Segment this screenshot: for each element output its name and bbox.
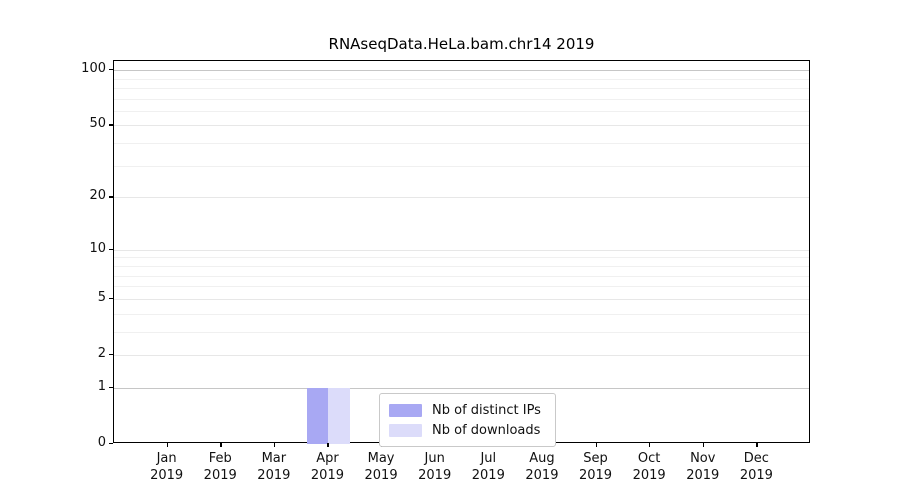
x-tick-label-year: 2019 bbox=[471, 468, 505, 483]
x-tick-label: Jul 2019 bbox=[458, 450, 518, 484]
y-axis-tick bbox=[109, 297, 113, 300]
gridline-major bbox=[114, 197, 809, 199]
x-tick-label: Aug 2019 bbox=[512, 450, 572, 484]
x-tick-label: Jun 2019 bbox=[405, 450, 465, 484]
x-tick-label-year: 2019 bbox=[364, 468, 398, 483]
y-tick-label: 2 bbox=[97, 345, 106, 361]
gridline-minor bbox=[114, 257, 809, 259]
x-axis-tick bbox=[649, 443, 651, 447]
legend-swatch-downloads-icon bbox=[389, 423, 422, 437]
y-axis-tick bbox=[109, 69, 113, 71]
legend-swatch-distinct-ips-icon bbox=[389, 403, 422, 417]
x-tick-label-year: 2019 bbox=[525, 468, 559, 483]
gridline-emphasized bbox=[114, 387, 809, 389]
x-tick-label: Mar 2019 bbox=[244, 450, 304, 484]
y-axis-tick bbox=[109, 124, 113, 126]
x-tick-label-month: Oct bbox=[637, 451, 661, 466]
y-tick-label: 50 bbox=[89, 116, 106, 132]
y-tick-label: 10 bbox=[89, 240, 106, 256]
gridline-minor bbox=[114, 275, 809, 277]
x-tick-label: Apr 2019 bbox=[297, 450, 357, 484]
legend: Nb of distinct IPs Nb of downloads bbox=[379, 393, 556, 447]
x-tick-label-year: 2019 bbox=[686, 468, 720, 483]
y-tick-label: 20 bbox=[89, 188, 106, 204]
x-axis-tick bbox=[756, 443, 758, 447]
x-tick-label-month: May bbox=[367, 451, 395, 466]
gridline-major bbox=[114, 249, 809, 251]
plot-area: Nb of distinct IPs Nb of downloads bbox=[113, 60, 810, 447]
gridline-major bbox=[114, 354, 809, 356]
gridline-minor bbox=[114, 87, 809, 89]
x-tick-label: Sep 2019 bbox=[566, 450, 626, 484]
gridline-minor bbox=[114, 143, 809, 145]
x-axis-tick bbox=[273, 443, 276, 447]
y-tick-label: 100 bbox=[81, 61, 106, 77]
gridline-minor bbox=[114, 286, 809, 288]
legend-label-downloads: Nb of downloads bbox=[432, 422, 541, 438]
x-tick-label-year: 2019 bbox=[257, 468, 291, 483]
x-axis-tick bbox=[702, 443, 705, 447]
y-tick-label: 1 bbox=[97, 378, 106, 394]
gridline-minor bbox=[114, 331, 809, 333]
x-tick-label-month: Feb bbox=[208, 451, 232, 466]
x-axis-tick bbox=[220, 443, 222, 447]
legend-item-downloads: Nb of downloads bbox=[389, 420, 545, 440]
bar-distinct-ips bbox=[306, 387, 329, 444]
gridline-minor bbox=[114, 98, 809, 100]
x-tick-label-month: Aug bbox=[529, 451, 555, 466]
x-tick-label-month: Jul bbox=[480, 451, 497, 466]
y-tick-label: 5 bbox=[97, 289, 106, 305]
legend-label-distinct-ips: Nb of distinct IPs bbox=[432, 402, 541, 418]
y-axis-tick bbox=[109, 248, 113, 251]
legend-item-distinct-ips: Nb of distinct IPs bbox=[389, 400, 545, 420]
x-tick-label-year: 2019 bbox=[203, 468, 237, 483]
x-tick-label-year: 2019 bbox=[418, 468, 452, 483]
x-tick-label-month: Dec bbox=[743, 451, 769, 466]
x-tick-label-year: 2019 bbox=[739, 468, 773, 483]
gridline-major bbox=[114, 125, 809, 127]
x-tick-label-year: 2019 bbox=[310, 468, 344, 483]
x-tick-label-month: Nov bbox=[690, 451, 716, 466]
y-axis-tick bbox=[109, 353, 113, 356]
gridline-minor bbox=[114, 165, 809, 167]
x-tick-label-month: Mar bbox=[261, 451, 287, 466]
x-tick-label-year: 2019 bbox=[150, 468, 184, 483]
x-tick-label-month: Apr bbox=[316, 451, 339, 466]
x-tick-label: Feb 2019 bbox=[190, 450, 250, 484]
gridline-emphasized bbox=[114, 70, 809, 72]
x-axis-tick bbox=[327, 443, 329, 447]
x-tick-label-month: Jan bbox=[156, 451, 177, 466]
y-axis-tick bbox=[109, 196, 113, 198]
gridline-minor bbox=[114, 265, 809, 267]
x-tick-label-year: 2019 bbox=[578, 468, 613, 483]
x-tick-label-month: Jun bbox=[424, 451, 445, 466]
x-tick-label: Dec 2019 bbox=[726, 450, 786, 484]
gridline-minor bbox=[114, 110, 809, 112]
gridline-major bbox=[114, 298, 809, 300]
x-axis-tick bbox=[595, 443, 597, 447]
y-tick-label: 0 bbox=[97, 435, 106, 450]
chart-title: RNAseqData.HeLa.bam.chr14 2019 bbox=[328, 35, 595, 53]
x-tick-label: Oct 2019 bbox=[619, 450, 679, 484]
x-axis-tick bbox=[166, 443, 168, 447]
x-tick-label-month: Sep bbox=[583, 451, 608, 466]
x-tick-label: May 2019 bbox=[351, 450, 411, 484]
gridline-minor bbox=[114, 78, 809, 80]
gridline-minor bbox=[114, 313, 809, 315]
y-axis-tick bbox=[109, 386, 113, 389]
x-tick-label-year: 2019 bbox=[632, 468, 666, 483]
y-axis-tick bbox=[109, 443, 113, 445]
bar-downloads bbox=[328, 387, 350, 444]
x-tick-label: Jan 2019 bbox=[137, 450, 197, 484]
x-tick-label: Nov 2019 bbox=[673, 450, 733, 484]
